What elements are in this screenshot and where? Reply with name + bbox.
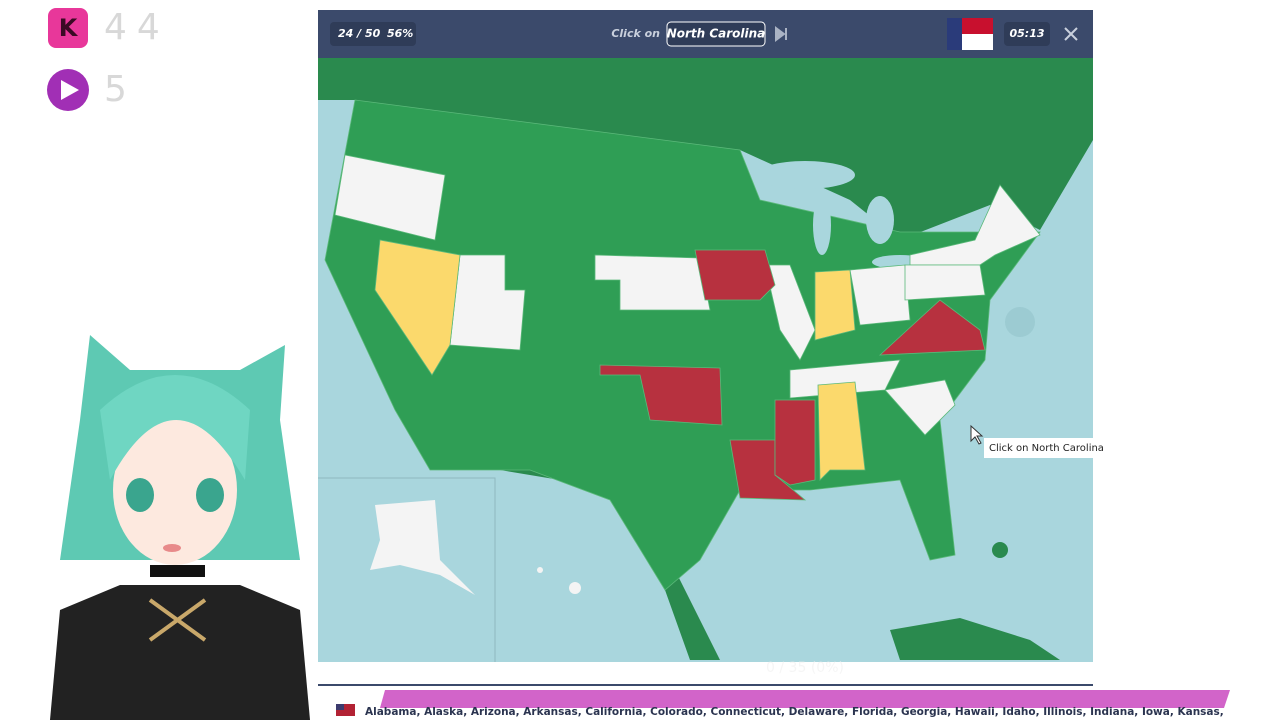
hawaii-islet xyxy=(537,567,543,573)
overlay-strip xyxy=(380,690,1230,708)
cursor xyxy=(970,424,984,445)
timer-box xyxy=(1004,22,1050,46)
us-flag-canton xyxy=(336,704,344,710)
faded-score: 0 / 35 (0%) xyxy=(766,660,844,676)
flag-red xyxy=(962,18,993,34)
oregon[interactable] xyxy=(334,154,446,241)
ohio[interactable] xyxy=(849,264,911,326)
south-carolina[interactable] xyxy=(884,379,956,436)
pennsylvania[interactable] xyxy=(904,264,986,301)
tooltip-box xyxy=(984,438,1102,458)
tooltip: Click on North Carolina xyxy=(989,443,1104,454)
prompt: Click on xyxy=(611,27,660,40)
lake-superior xyxy=(755,161,855,189)
target-box xyxy=(666,21,766,47)
illinois[interactable] xyxy=(764,264,816,361)
mississippi[interactable] xyxy=(774,399,816,486)
nevada[interactable] xyxy=(374,239,461,376)
timer: 05:13 xyxy=(1009,27,1044,40)
lake-huron xyxy=(866,196,894,244)
alaska[interactable] xyxy=(370,500,475,595)
progress: 24 / 50 xyxy=(338,27,381,40)
hover-marker xyxy=(1005,307,1035,337)
iowa[interactable] xyxy=(694,249,776,301)
vtuber-avatar xyxy=(50,335,310,720)
rumble-count: 5 xyxy=(104,69,127,110)
cuba xyxy=(890,618,1060,660)
close-button[interactable] xyxy=(1064,27,1078,41)
flag-blue xyxy=(947,18,962,50)
target: North Carolina xyxy=(667,27,766,41)
louisiana[interactable] xyxy=(729,439,807,501)
kick-count: 44 xyxy=(104,7,170,48)
skip-button[interactable] xyxy=(775,26,787,42)
hawaii[interactable] xyxy=(569,582,581,594)
kick-letter: K xyxy=(59,14,79,42)
inset-border xyxy=(318,477,496,662)
indiana[interactable] xyxy=(814,269,856,341)
percent: 56% xyxy=(387,27,413,40)
rumble-play xyxy=(61,80,79,100)
lake-michigan xyxy=(813,195,831,255)
alabama[interactable] xyxy=(817,381,866,481)
states-list: Alabama, Alaska, Arizona, Arkansas, Cali… xyxy=(365,706,1224,718)
oklahoma[interactable] xyxy=(599,364,723,426)
canada xyxy=(318,58,1093,240)
bahamas xyxy=(992,542,1008,558)
score-box xyxy=(330,22,416,46)
virginia[interactable] xyxy=(878,299,986,356)
kick-icon xyxy=(48,8,88,48)
